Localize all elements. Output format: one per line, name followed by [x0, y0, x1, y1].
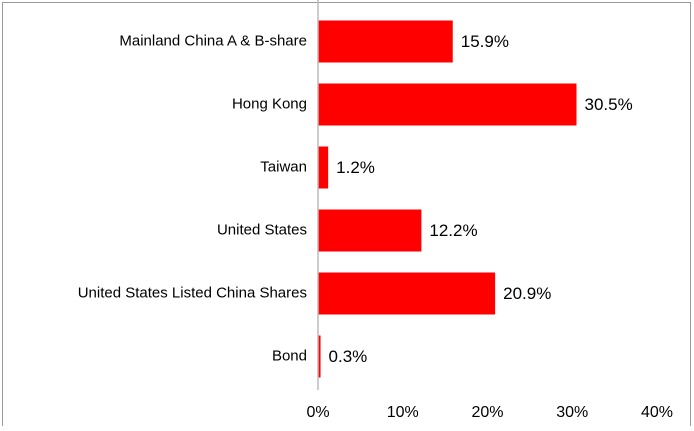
- bar: [318, 272, 496, 315]
- value-label: 0.3%: [329, 347, 368, 366]
- x-tick-label: 40%: [641, 404, 673, 421]
- x-tick-label: 30%: [556, 404, 588, 421]
- bar: [318, 335, 321, 378]
- value-label: 15.9%: [461, 32, 509, 51]
- x-tick-label: 20%: [471, 404, 503, 421]
- bar: [318, 209, 422, 252]
- y-tick-label: Taiwan: [260, 158, 307, 175]
- y-tick-label: United States Listed China Shares: [78, 284, 307, 301]
- y-tick-label: United States: [217, 221, 307, 238]
- bar: [318, 20, 453, 63]
- value-label: 30.5%: [584, 95, 632, 114]
- y-tick-label: Bond: [272, 347, 307, 364]
- value-label: 1.2%: [336, 158, 375, 177]
- x-tick-label: 10%: [387, 404, 419, 421]
- y-tick-label: Hong Kong: [232, 95, 307, 112]
- y-tick-label: Mainland China A & B-share: [119, 32, 307, 49]
- chart-frame: [2, 2, 691, 426]
- value-label: 20.9%: [503, 284, 551, 303]
- bar: [318, 146, 329, 189]
- x-tick-label: 0%: [306, 404, 329, 421]
- value-label: 12.2%: [429, 221, 477, 240]
- bar: [318, 83, 577, 126]
